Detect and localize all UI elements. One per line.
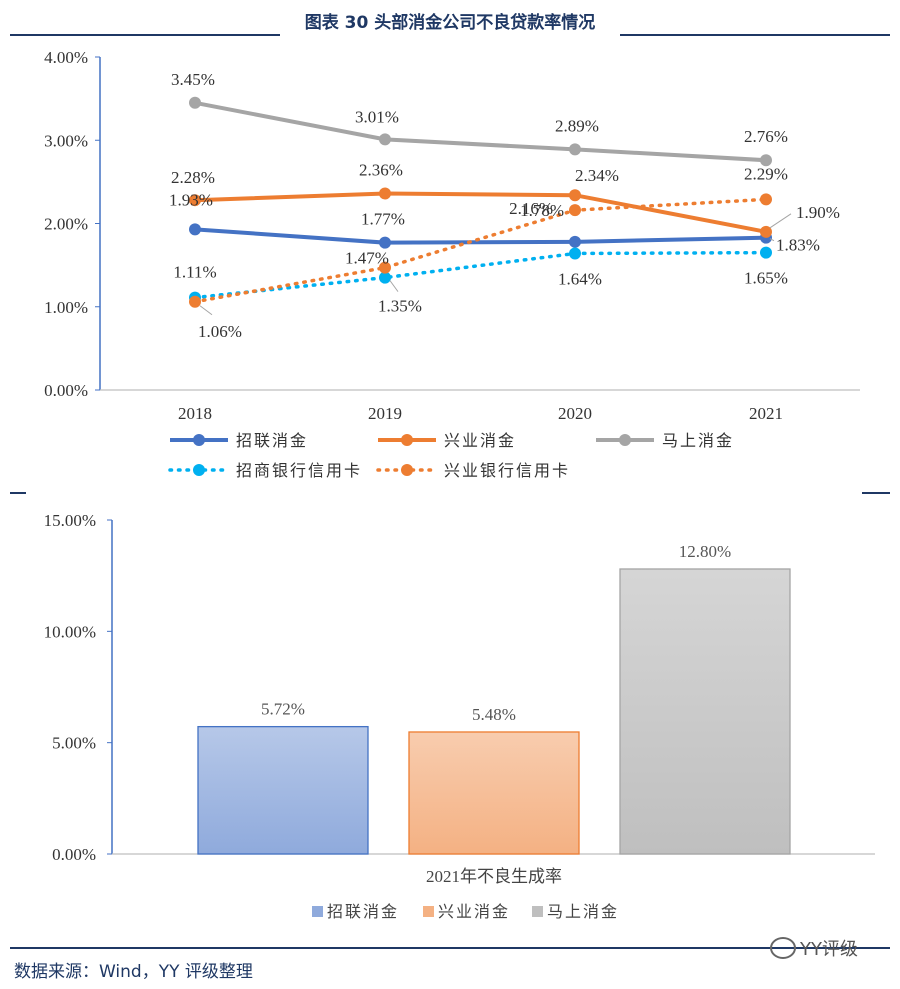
source-note: 数据来源：Wind，YY 评级整理 (14, 962, 253, 982)
series-line (194, 191, 767, 234)
y-tick-label: 5.00% (52, 734, 96, 753)
legend-label: 马上消金 (547, 902, 619, 921)
legend-swatch-marker (619, 434, 631, 446)
title-rule-left (10, 34, 280, 36)
figure-title: 图表 30 头部消金公司不良贷款率情况 (304, 13, 596, 33)
footer-rule (10, 947, 890, 949)
data-point (569, 235, 581, 248)
series-line (193, 197, 768, 304)
data-point (760, 246, 772, 259)
data-label: 5.72% (261, 700, 305, 719)
y-tick-label: 1.00% (44, 298, 88, 317)
data-point (379, 236, 391, 249)
separator-left (10, 492, 26, 494)
data-label: 1.35% (378, 297, 422, 316)
data-point (189, 194, 201, 207)
legend-label: 兴业银行信用卡 (444, 461, 570, 480)
legend-label: 招联消金 (236, 431, 308, 450)
data-label: 1.93% (169, 190, 213, 209)
legend-swatch (532, 906, 543, 917)
bar (408, 731, 580, 855)
legend-label: 招商银行信用卡 (236, 461, 362, 480)
leader-line (769, 238, 775, 242)
title-rule-right (620, 34, 890, 36)
data-point (760, 154, 772, 167)
watermark-text: YY评级 (800, 939, 858, 960)
legend-swatch-marker (193, 464, 205, 476)
y-tick-label: 0.00% (44, 381, 88, 400)
legend-label: 兴业消金 (438, 902, 510, 921)
data-label: 2.76% (744, 127, 788, 146)
data-point (379, 187, 391, 200)
data-point (189, 223, 201, 236)
x-tick-label: 2019 (368, 404, 402, 423)
data-point (379, 133, 391, 146)
data-label: 1.65% (744, 269, 788, 288)
series-line (194, 227, 767, 245)
data-point (569, 247, 581, 260)
bar (619, 568, 791, 855)
data-label: 3.45% (171, 70, 215, 89)
data-label: 1.64% (558, 269, 602, 288)
data-label: 2.36% (359, 161, 403, 180)
x-tick-label: 2020 (558, 404, 592, 423)
data-label: 1.78% (520, 201, 564, 220)
data-point (379, 261, 391, 274)
y-tick-label: 2.00% (44, 215, 88, 234)
leader-line (389, 280, 399, 292)
data-label: 12.80% (679, 542, 731, 561)
data-label: 1.11% (173, 263, 216, 282)
leader-line (199, 305, 213, 316)
legend-swatch (312, 906, 323, 917)
data-point (569, 189, 581, 202)
data-label: 3.01% (355, 107, 399, 126)
data-label: 2.16% (509, 199, 553, 218)
data-point (379, 271, 391, 284)
legend-label: 招联消金 (327, 902, 399, 921)
watermark: YY评级 (770, 935, 858, 961)
legend-swatch-marker (401, 464, 413, 476)
legend-label: 兴业消金 (444, 431, 516, 450)
x-axis-label: 2021年不良生成率 (426, 867, 562, 886)
legend-swatch-marker (193, 434, 205, 446)
legend-label: 马上消金 (662, 431, 734, 450)
x-tick-label: 2021 (749, 404, 783, 423)
data-label: 1.83% (776, 236, 820, 255)
bar-chart: 0.00% 5.00% 10.00% 15.00% 5.72% 5.48% 12.80% 20… (44, 511, 875, 921)
y-tick-label: 0.00% (52, 845, 96, 864)
wechat-icon (770, 937, 796, 959)
data-point (760, 193, 772, 206)
y-tick-label: 3.00% (44, 131, 88, 150)
line-chart: 0.00% 1.00% 2.00% 3.00% 4.00% 2018 2019 2020 202… (44, 48, 860, 480)
data-point (569, 143, 581, 156)
data-label: 2.29% (744, 164, 788, 183)
separator-right (862, 492, 890, 494)
legend-swatch (423, 906, 434, 917)
y-tick-label: 4.00% (44, 48, 88, 67)
data-label: 1.90% (796, 203, 840, 222)
data-point (189, 96, 201, 109)
bar (197, 725, 369, 855)
series-line (193, 250, 768, 300)
data-label: 2.28% (171, 168, 215, 187)
y-tick-label: 10.00% (44, 622, 96, 641)
data-point (189, 295, 201, 308)
x-tick-label: 2018 (178, 404, 212, 423)
legend-swatch-marker (401, 434, 413, 446)
data-label: 2.89% (555, 116, 599, 135)
data-point (569, 204, 581, 217)
y-tick-label: 15.00% (44, 511, 96, 530)
leader-line (769, 213, 792, 229)
data-label: 5.48% (472, 705, 516, 724)
data-label: 1.77% (361, 210, 405, 229)
data-label: 2.34% (575, 166, 619, 185)
data-label: 1.06% (198, 322, 242, 341)
data-label: 1.47% (345, 249, 389, 268)
series-line (194, 100, 767, 163)
data-point (760, 225, 772, 238)
